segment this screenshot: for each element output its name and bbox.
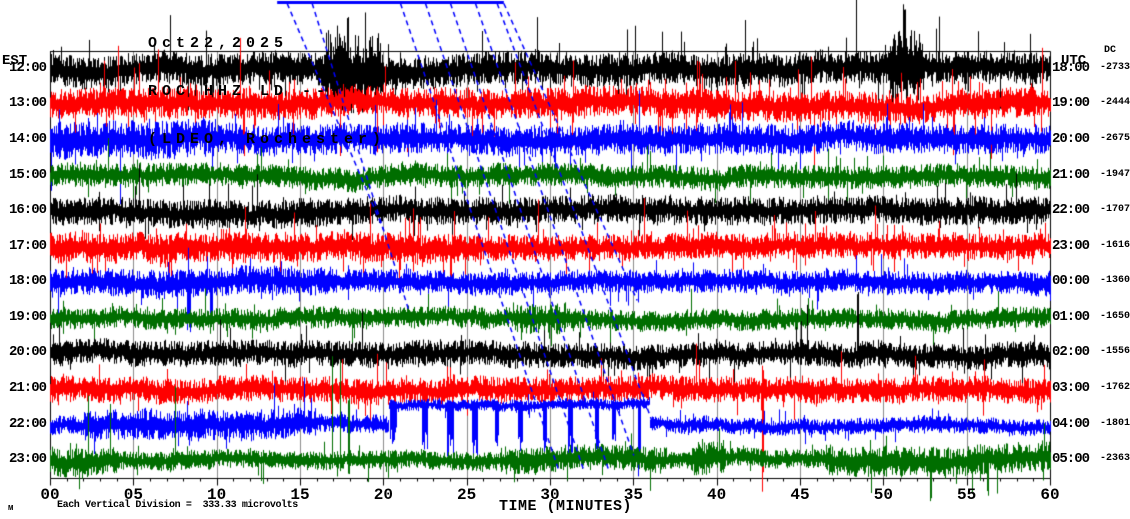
est-time-label: 22:00 xyxy=(8,415,47,432)
x-tick-label: 30 xyxy=(540,486,560,504)
utc-time-label: 21:00 xyxy=(1052,166,1090,183)
dc-offset-value: -1801 xyxy=(1100,417,1130,429)
utc-time-label: 19:00 xyxy=(1052,95,1090,112)
dc-offset-value: -1947 xyxy=(1100,168,1130,180)
x-tick-label: 50 xyxy=(873,486,893,504)
utc-time-label: 00:00 xyxy=(1052,273,1090,290)
dc-offset-value: -1556 xyxy=(1100,346,1130,358)
est-time-label: 23:00 xyxy=(8,451,47,468)
est-time-label: 13:00 xyxy=(8,95,47,112)
utc-time-label: 01:00 xyxy=(1052,308,1090,325)
header-station-location: (LDEO, Rochester) xyxy=(148,131,387,148)
x-tick-label: 35 xyxy=(623,486,643,504)
right-zone-label: UTC xyxy=(1061,53,1087,69)
utc-time-label: 22:00 xyxy=(1052,202,1090,219)
x-tick-label: 00 xyxy=(40,486,60,504)
utc-time-label: 02:00 xyxy=(1052,344,1090,361)
x-axis-title: TIME (MINUTES) xyxy=(499,498,633,515)
est-time-label: 12:00 xyxy=(8,59,47,76)
x-tick-label: 10 xyxy=(207,486,227,504)
dc-offset-value: -1707 xyxy=(1100,204,1130,216)
dc-offset-value: -1762 xyxy=(1100,382,1130,394)
utc-time-label: 20:00 xyxy=(1052,130,1090,147)
x-tick-label: 15 xyxy=(290,486,310,504)
est-time-label: 18:00 xyxy=(8,273,47,290)
est-time-label: 21:00 xyxy=(8,380,47,397)
station-header: Oct22,2025 ROC HHZ LD -- (LDEO, Rocheste… xyxy=(148,4,386,180)
est-time-label: 19:00 xyxy=(8,308,47,325)
x-tick-label: 45 xyxy=(790,486,810,504)
dc-offset-value: -1616 xyxy=(1100,239,1130,251)
est-time-label: 15:00 xyxy=(8,166,47,183)
dc-offset-value: -1360 xyxy=(1100,275,1130,287)
x-tick-label: 40 xyxy=(707,486,727,504)
utc-time-label: 23:00 xyxy=(1052,237,1090,254)
scale-note: Each Vertical Division = 333.33 microvol… xyxy=(57,500,298,511)
x-tick-label: 55 xyxy=(957,486,977,504)
est-time-label: 14:00 xyxy=(8,130,47,147)
x-tick-label: 25 xyxy=(457,486,477,504)
dc-offset-value: -2675 xyxy=(1100,132,1130,144)
est-time-label: 16:00 xyxy=(8,202,47,219)
dc-offset-value: -1650 xyxy=(1100,310,1130,322)
est-time-label: 17:00 xyxy=(8,237,47,254)
dc-offset-value: -2444 xyxy=(1100,97,1130,109)
est-time-label: 20:00 xyxy=(8,344,47,361)
dc-offset-value: -2363 xyxy=(1100,453,1130,465)
utc-time-label: 04:00 xyxy=(1052,415,1090,432)
dc-offset-value: -2733 xyxy=(1100,61,1130,73)
utc-time-label: 05:00 xyxy=(1052,451,1090,468)
x-tick-label: 60 xyxy=(1040,486,1060,504)
liss-logo-glyph: м xyxy=(8,503,14,513)
utc-time-label: 03:00 xyxy=(1052,380,1090,397)
x-tick-label: 20 xyxy=(373,486,393,504)
dc-column-header: DC xyxy=(1104,45,1117,56)
header-station-code: ROC HHZ LD -- xyxy=(148,83,331,100)
left-zone-label: EST xyxy=(2,53,28,69)
utc-time-label: 18:00 xyxy=(1052,59,1090,76)
header-date: Oct22,2025 xyxy=(148,35,289,52)
x-tick-label: 05 xyxy=(123,486,143,504)
